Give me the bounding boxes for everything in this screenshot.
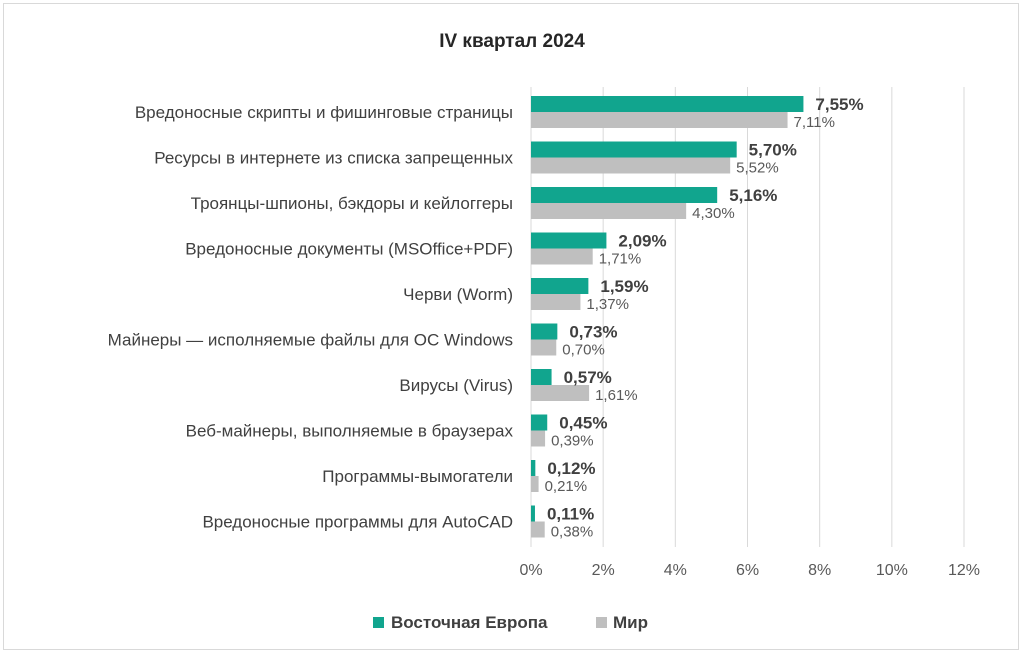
category-label: Троянцы-шпионы, бэкдоры и кейлоггеры <box>191 194 513 213</box>
data-label-world: 1,71% <box>599 251 642 268</box>
category-labels: Вредоносные скрипты и фишинговые страниц… <box>108 103 514 532</box>
bar-world <box>531 294 581 310</box>
legend-swatch-eastern-europe <box>373 617 384 628</box>
data-label-world: 7,11% <box>794 114 835 131</box>
category-label: Ресурсы в интернете из списка запрещенны… <box>154 149 513 168</box>
category-label: Черви (Worm) <box>403 285 513 304</box>
x-tick-label: 10% <box>876 562 908 579</box>
bar-world <box>531 339 557 356</box>
chart-frame <box>3 3 1019 650</box>
bar-eastern-europe <box>531 460 536 476</box>
chart-title: IV квартал 2024 <box>439 31 585 52</box>
bar-world <box>531 203 687 219</box>
x-tick-label: 4% <box>664 562 687 579</box>
data-label-world: 0,21% <box>545 478 588 495</box>
bar-world <box>531 248 593 265</box>
bar-world <box>531 385 590 401</box>
data-label-eastern-europe: 0,45% <box>559 414 607 433</box>
bar-eastern-europe <box>531 278 589 294</box>
x-tick-label: 8% <box>808 562 831 579</box>
data-label-world: 0,70% <box>562 342 605 359</box>
data-label-eastern-europe: 0,73% <box>569 323 617 342</box>
bar-world <box>531 430 546 447</box>
x-tick-label: 0% <box>519 562 542 579</box>
x-tick-label: 2% <box>592 562 615 579</box>
x-axis-ticks: 0% 2% 4% 6% 8% 10% 12% <box>519 562 980 579</box>
data-label-eastern-europe: 1,59% <box>600 277 648 296</box>
bar-eastern-europe <box>531 232 607 249</box>
bar-eastern-europe <box>531 414 548 431</box>
bar-world <box>531 476 539 492</box>
data-label-eastern-europe: 5,70% <box>749 141 797 160</box>
data-label-world: 1,61% <box>595 387 638 404</box>
category-label: Программы-вымогатели <box>322 467 513 486</box>
legend-label-eastern-europe: Восточная Европа <box>391 613 548 632</box>
bar-eastern-europe <box>531 187 718 203</box>
bar-world <box>531 521 545 538</box>
category-label: Веб-майнеры, выполняемые в браузерах <box>186 422 514 441</box>
data-label-world: 0,39% <box>551 433 594 450</box>
x-tick-label: 12% <box>948 562 980 579</box>
bars <box>531 96 804 538</box>
bar-eastern-europe <box>531 96 804 112</box>
data-label-world: 0,38% <box>551 524 594 541</box>
data-labels: 7,55%7,11% 5,70%5,52% 5,16%4,30% 2,09%1,71%… <box>545 95 864 541</box>
category-label: Вредоносные скрипты и фишинговые страниц… <box>135 103 513 122</box>
data-label-eastern-europe: 7,55% <box>815 95 863 114</box>
data-label-world: 5,52% <box>736 160 779 177</box>
data-label-eastern-europe: 5,16% <box>729 186 777 205</box>
bar-eastern-europe <box>531 505 535 522</box>
data-label-eastern-europe: 2,09% <box>618 232 666 251</box>
data-label-eastern-europe: 0,57% <box>564 368 612 387</box>
data-label-eastern-europe: 0,11% <box>547 505 594 524</box>
bar-world <box>531 157 731 174</box>
category-label: Вирусы (Virus) <box>399 376 513 395</box>
category-label: Вредоносные программы для AutoCAD <box>202 513 513 532</box>
data-label-world: 4,30% <box>692 205 735 222</box>
bar-eastern-europe <box>531 369 552 385</box>
bar-eastern-europe <box>531 323 558 340</box>
x-tick-label: 6% <box>736 562 759 579</box>
data-label-world: 1,37% <box>586 296 629 313</box>
category-label: Майнеры — исполняемые файлы для ОС Windo… <box>108 331 513 350</box>
bar-world <box>531 112 788 128</box>
category-label: Вредоносные документы (MSOffice+PDF) <box>185 240 513 259</box>
legend-label-world: Мир <box>613 613 648 632</box>
legend: Восточная Европа Мир <box>373 613 648 632</box>
data-label-eastern-europe: 0,12% <box>547 459 595 478</box>
legend-swatch-world <box>596 617 607 628</box>
bar-eastern-europe <box>531 141 737 158</box>
